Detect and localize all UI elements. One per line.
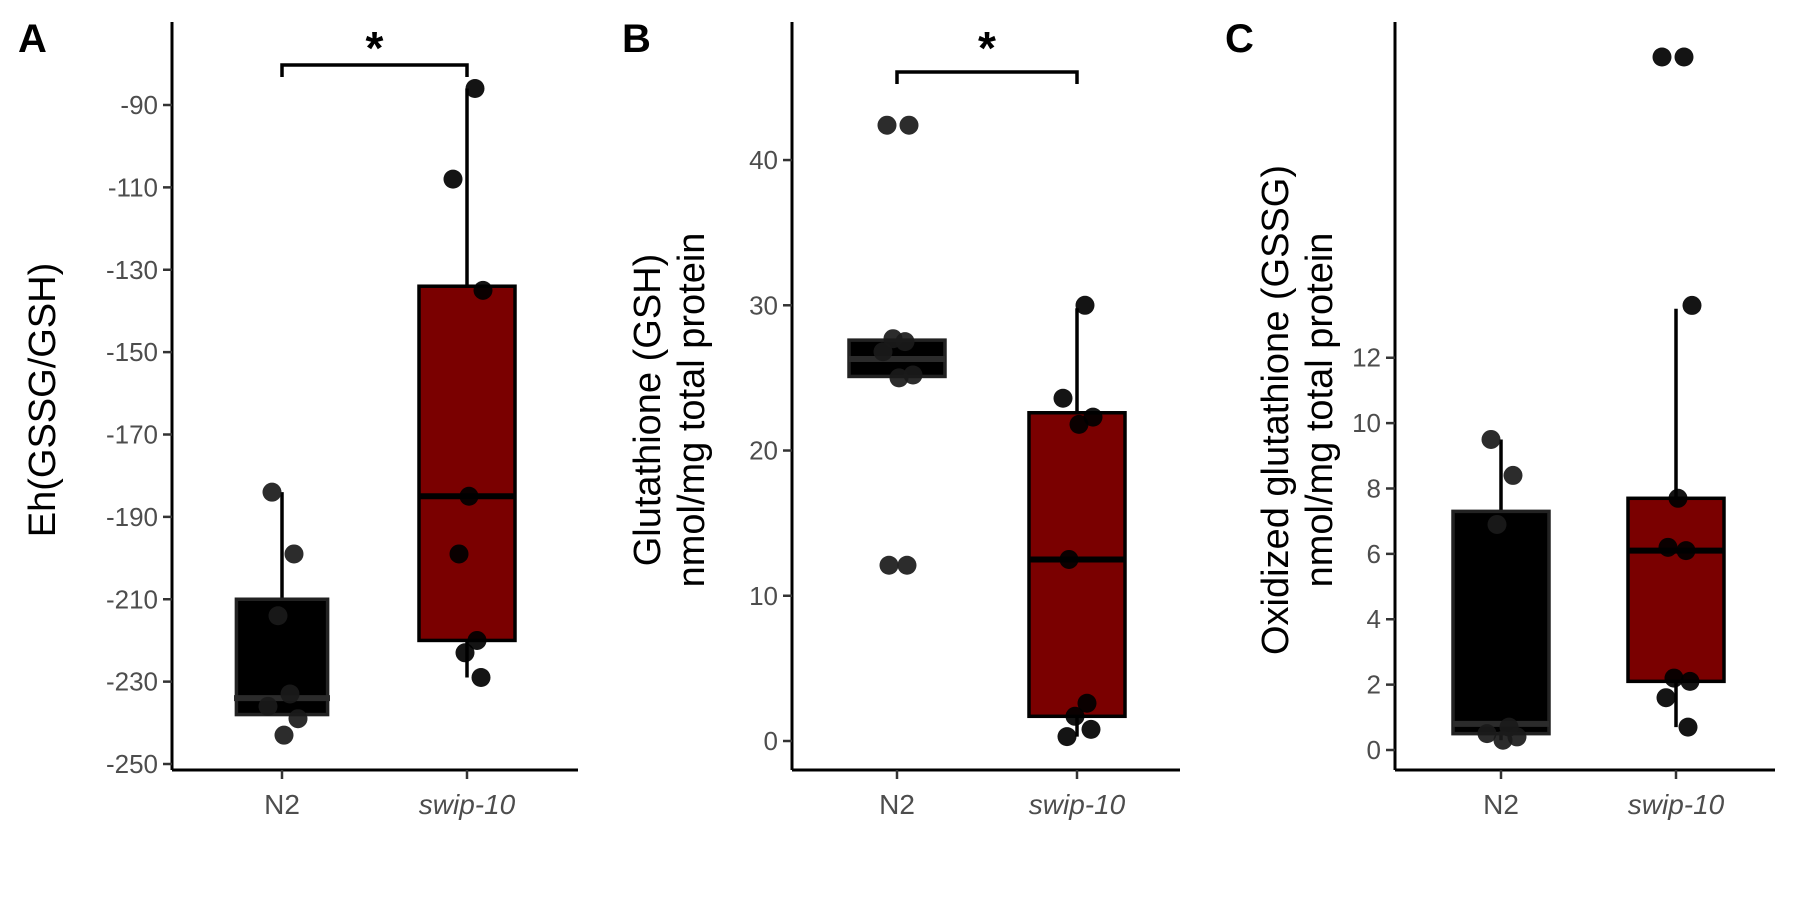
data-point	[443, 169, 463, 189]
panel-letter: C	[1225, 17, 1254, 61]
y-tick-label: 12	[1352, 343, 1381, 373]
data-point	[889, 368, 909, 388]
y-axis-title: nmol/mg total protein	[1299, 233, 1341, 588]
data-point	[897, 555, 917, 575]
x-category-label: swip-10	[419, 789, 516, 820]
panel-b: B 0 10 20 30 40 N2 swip-10 Glutathione (GSH) nmol…	[622, 17, 1180, 820]
box-iqr	[417, 284, 517, 643]
y-axis-title: Oxidized glutathione (GSSG)	[1255, 165, 1297, 655]
y-tick-label: 40	[749, 145, 778, 175]
y-axis-title: Glutathione (GSH)	[627, 254, 669, 567]
panel-letter: A	[18, 17, 47, 61]
y-tick-label: 2	[1367, 670, 1381, 700]
data-point	[280, 684, 300, 704]
y-tick-label: 0	[764, 726, 778, 756]
box-swip-10	[1027, 308, 1127, 737]
data-point	[284, 544, 304, 564]
y-tick-label: -190	[106, 502, 158, 532]
y-axis-title: nmol/mg total protein	[671, 233, 713, 588]
data-point	[1674, 47, 1694, 67]
x-category-label: swip-10	[1029, 789, 1126, 820]
data-point	[895, 332, 915, 352]
y-tick-label: 0	[1367, 735, 1381, 765]
box-iqr	[1626, 496, 1726, 684]
significance-bracket: *	[280, 22, 469, 77]
y-tick-label: -210	[106, 584, 158, 614]
data-point	[467, 630, 487, 650]
data-point	[1081, 719, 1101, 739]
y-tick-label: -110	[108, 172, 158, 202]
significance-star: *	[978, 22, 996, 74]
data-point	[473, 280, 493, 300]
data-point	[1075, 295, 1095, 315]
panel-c: C 0 2 4 6 8 10 12 N2 swip-10 Oxidized glutathione …	[1225, 17, 1775, 820]
data-point	[1682, 295, 1702, 315]
bracket-line	[895, 70, 1079, 84]
x-category-label: swip-10	[1628, 789, 1725, 820]
data-point	[459, 486, 479, 506]
box-N2	[1451, 439, 1551, 741]
y-tick-label: -250	[106, 749, 158, 779]
data-point	[1053, 388, 1073, 408]
data-point	[1676, 541, 1696, 561]
y-tick-label: -230	[106, 667, 158, 697]
y-tick-label: 6	[1367, 539, 1381, 569]
data-point	[274, 725, 294, 745]
data-point	[1658, 537, 1678, 557]
data-point	[262, 482, 282, 502]
data-point	[873, 342, 893, 362]
significance-bracket: *	[895, 22, 1079, 84]
y-tick-label: -150	[106, 337, 158, 367]
y-tick-label: 20	[749, 436, 778, 466]
data-point	[1503, 465, 1523, 485]
data-point	[1493, 730, 1513, 750]
data-point	[1656, 688, 1676, 708]
y-tick-label: -170	[106, 420, 158, 450]
y-tick-label: 8	[1367, 473, 1381, 503]
data-point	[268, 606, 288, 626]
data-point	[1065, 706, 1085, 726]
data-point	[1678, 717, 1698, 737]
y-tick-label: -130	[106, 255, 158, 285]
data-point	[1069, 414, 1089, 434]
box-swip-10	[1626, 308, 1726, 728]
panel-letter: B	[622, 17, 651, 61]
box-iqr	[1451, 509, 1551, 736]
y-tick-label: 10	[749, 581, 778, 611]
y-tick-label: 4	[1367, 604, 1381, 634]
bracket-line	[280, 63, 469, 77]
box-N2	[234, 492, 330, 717]
data-point	[877, 115, 897, 135]
data-point	[288, 709, 308, 729]
data-point	[1680, 671, 1700, 691]
data-point	[258, 696, 278, 716]
panel-a: A -90 -110 -130 -150 -170 -190 -210 -230 -250 N2 sw…	[18, 17, 578, 820]
data-point	[1077, 693, 1097, 713]
x-category-label: N2	[1483, 789, 1519, 820]
data-point	[899, 115, 919, 135]
box-swip-10	[417, 88, 517, 678]
data-point	[1059, 549, 1079, 569]
x-category-label: N2	[879, 789, 915, 820]
x-category-label: N2	[264, 789, 300, 820]
data-point	[471, 668, 491, 688]
y-axis-title: Eh(GSSG/GSH)	[22, 263, 64, 538]
y-tick-label: 10	[1352, 408, 1381, 438]
y-tick-label: -90	[120, 90, 158, 120]
significance-star: *	[366, 22, 384, 74]
data-point	[455, 643, 475, 663]
data-point	[1477, 724, 1497, 744]
data-point	[1487, 514, 1507, 534]
data-point	[1083, 407, 1103, 427]
data-point	[1057, 727, 1077, 747]
data-point	[1664, 668, 1684, 688]
y-tick-label: 30	[749, 290, 778, 320]
data-point	[465, 79, 485, 99]
data-point	[449, 544, 469, 564]
data-point	[879, 555, 899, 575]
data-point	[1481, 429, 1501, 449]
data-point	[1652, 47, 1672, 67]
data-point	[1668, 488, 1688, 508]
